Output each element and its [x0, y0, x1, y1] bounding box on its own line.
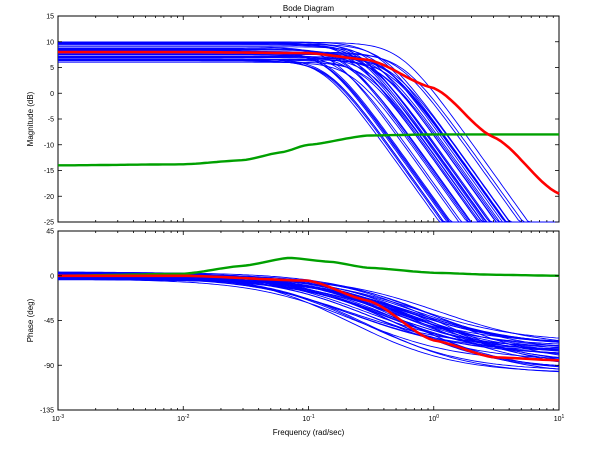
- magnitude-ensemble-curve: [58, 53, 559, 223]
- y-tick-label: 0: [50, 91, 54, 98]
- x-tick-label: 10-1: [302, 414, 314, 423]
- phase-nominal-curve: [58, 274, 560, 362]
- magnitude-ensemble-curve: [58, 49, 559, 223]
- phase-ticks: [57, 230, 560, 411]
- x-axis-label: Frequency (rad/sec): [273, 428, 345, 437]
- magnitude-ensemble-curve: [58, 44, 559, 223]
- y-tick-label: -5: [48, 117, 54, 124]
- magnitude-y-axis-label: Magnitude (dB): [26, 91, 35, 146]
- chart-title: Bode Diagram: [283, 4, 334, 13]
- magnitude-ensemble-curve: [58, 41, 559, 223]
- y-tick-label: -25: [44, 220, 54, 227]
- x-tick-labels: 10-3 10-2 10-1 100 101: [52, 414, 565, 423]
- magnitude-ensemble-curve: [58, 59, 559, 223]
- y-tick-label: -90: [44, 363, 54, 370]
- y-tick-label: 10: [46, 39, 54, 46]
- y-tick-label: -20: [44, 194, 54, 201]
- magnitude-panel: -25 -20 -15 -10 -5 0 5 10 15 Magnitude (dB): [26, 14, 560, 227]
- phase-y-tick-labels: -135 -90 -45 0 45: [40, 229, 54, 415]
- phase-y-axis-label: Phase (deg): [26, 298, 35, 342]
- phase-weight-curve: [57, 256, 560, 277]
- x-tick-label: 100: [428, 414, 439, 423]
- x-tick-label: 101: [554, 414, 565, 423]
- y-tick-label: -135: [40, 408, 54, 415]
- y-tick-label: 15: [46, 14, 54, 21]
- y-tick-label: -10: [44, 142, 54, 149]
- magnitude-weight-curve: [58, 133, 559, 167]
- y-tick-label: 0: [50, 273, 54, 280]
- magnitude-nominal-curve: [58, 50, 560, 195]
- x-tick-label: 10-2: [177, 414, 189, 423]
- y-tick-label: -15: [44, 168, 54, 175]
- x-tick-label: 10-3: [52, 414, 64, 423]
- magnitude-y-tick-labels: -25 -20 -15 -10 -5 0 5 10 15: [44, 14, 54, 227]
- y-tick-label: -45: [44, 318, 54, 325]
- magnitude-ensemble-curve: [58, 43, 559, 223]
- magnitude-ticks: [57, 15, 560, 223]
- y-tick-label: 5: [50, 65, 54, 72]
- phase-axes-frame: [57, 230, 560, 411]
- y-tick-label: 45: [46, 229, 54, 236]
- phase-panel: -135 -90 -45 0 45 Phase (deg): [26, 229, 560, 415]
